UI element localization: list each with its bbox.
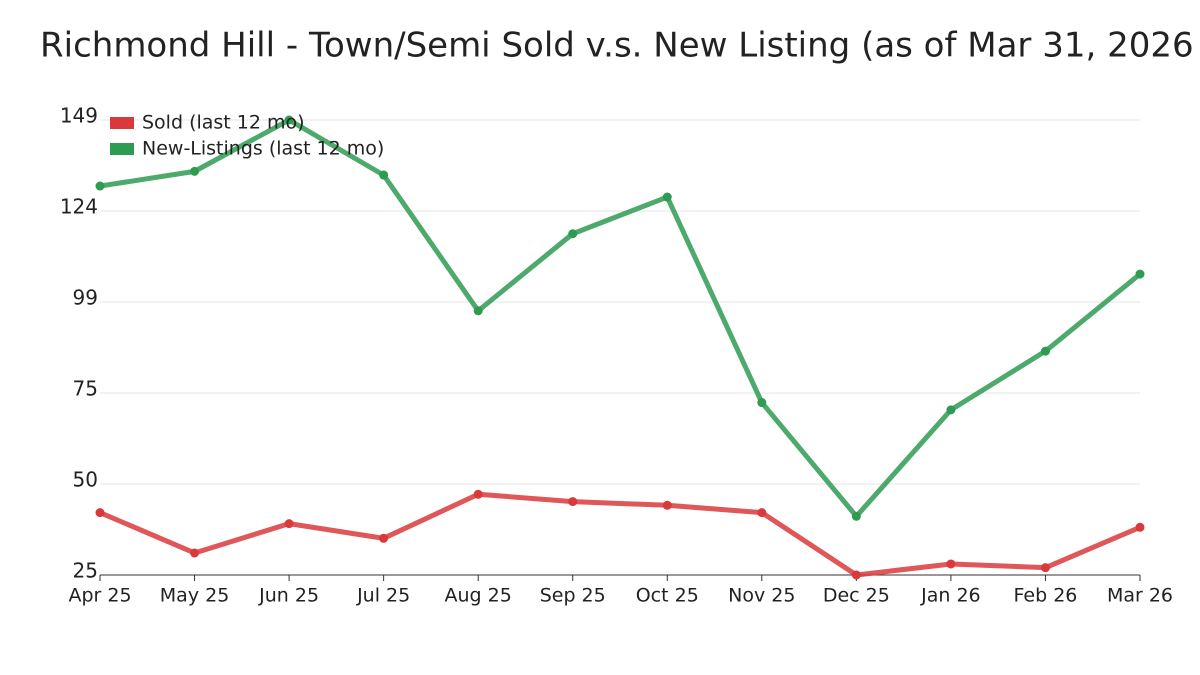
data-point: [284, 115, 294, 125]
x-tick-label: Nov 25: [728, 585, 795, 607]
x-tick-label: Sep 25: [540, 585, 606, 607]
data-point: [757, 398, 767, 408]
series-line: [99, 117, 1142, 519]
data-point: [1040, 563, 1050, 573]
data-point: [662, 500, 672, 510]
x-tick-label: Jul 25: [356, 585, 410, 607]
y-tick-label: 25: [73, 559, 98, 583]
data-point: [662, 192, 672, 202]
data-point: [851, 570, 861, 580]
legend-swatch: [110, 143, 134, 155]
data-point: [95, 181, 105, 191]
legend-swatch: [110, 117, 134, 129]
y-tick-label: 99: [73, 286, 98, 310]
data-point: [568, 229, 578, 239]
x-tick-label: Dec 25: [823, 585, 890, 607]
x-tick-label: Mar 26: [1107, 585, 1173, 607]
data-point: [946, 405, 956, 415]
series-line: [99, 491, 1141, 578]
legend-label: New-Listings (last 12 mo): [142, 138, 384, 160]
data-point: [190, 548, 200, 558]
y-tick-label: 75: [73, 377, 98, 401]
data-point: [568, 497, 578, 507]
data-point: [379, 533, 389, 543]
x-tick-label: Jan 26: [920, 585, 981, 607]
data-point: [473, 489, 483, 499]
data-point: [284, 519, 294, 529]
chart-title: Richmond Hill - Town/Semi Sold v.s. New …: [40, 26, 1194, 66]
x-tick-label: Feb 26: [1014, 585, 1078, 607]
data-point: [379, 170, 389, 180]
data-point: [1040, 346, 1050, 356]
legend-label: Sold (last 12 mo): [142, 112, 305, 134]
data-point: [190, 166, 200, 176]
data-point: [1135, 269, 1145, 279]
x-tick-label: Aug 25: [445, 585, 512, 607]
data-point: [851, 511, 861, 521]
data-point: [757, 508, 767, 518]
y-tick-label: 124: [60, 195, 98, 219]
data-point: [946, 559, 956, 569]
x-tick-label: Apr 25: [68, 585, 131, 607]
y-tick-label: 50: [73, 468, 98, 492]
x-tick-label: May 25: [160, 585, 230, 607]
x-tick-label: Jun 25: [258, 585, 319, 607]
data-point: [473, 306, 483, 316]
y-tick-label: 149: [60, 104, 98, 128]
x-tick-label: Oct 25: [636, 585, 699, 607]
data-point: [95, 508, 105, 518]
data-point: [1135, 522, 1145, 532]
